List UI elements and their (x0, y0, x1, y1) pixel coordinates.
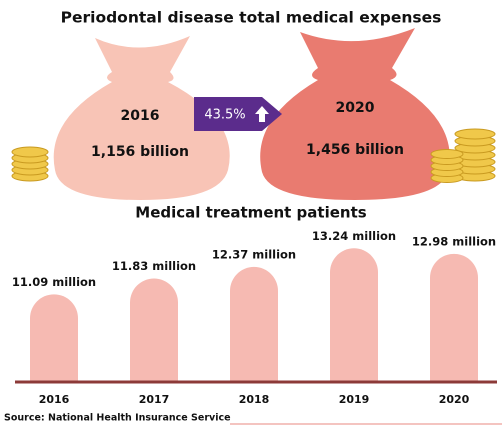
expenses-title: Periodontal disease total medical expens… (61, 9, 442, 27)
infographic: Periodontal disease total medical expens… (0, 0, 502, 427)
value-label: 13.24 million (312, 229, 396, 243)
bar (30, 294, 78, 382)
page: Periodontal disease total medical expens… (0, 0, 502, 427)
x-tick-label: 2020 (439, 393, 470, 406)
bar (330, 248, 378, 382)
bar (430, 254, 478, 382)
value-label: 12.37 million (212, 247, 296, 261)
bar (230, 267, 278, 382)
x-tick-label: 2018 (239, 393, 270, 406)
x-tick-label: 2019 (339, 393, 370, 406)
value-label: 12.98 million (412, 234, 496, 248)
value-label: 11.09 million (12, 275, 96, 289)
year-label: 2016 (121, 108, 160, 124)
change-label: 43.5% (204, 108, 245, 123)
x-tick-label: 2016 (39, 393, 70, 406)
chart-title: Medical treatment patients (135, 204, 366, 222)
amount-label: 1,156 billion (91, 144, 189, 160)
amount-label: 1,456 billion (306, 142, 404, 158)
bar (130, 279, 178, 383)
year-label: 2020 (336, 100, 375, 116)
source: Source: National Health Insurance Servic… (4, 413, 231, 424)
x-tick-label: 2017 (139, 393, 170, 406)
value-label: 11.83 million (112, 259, 196, 273)
